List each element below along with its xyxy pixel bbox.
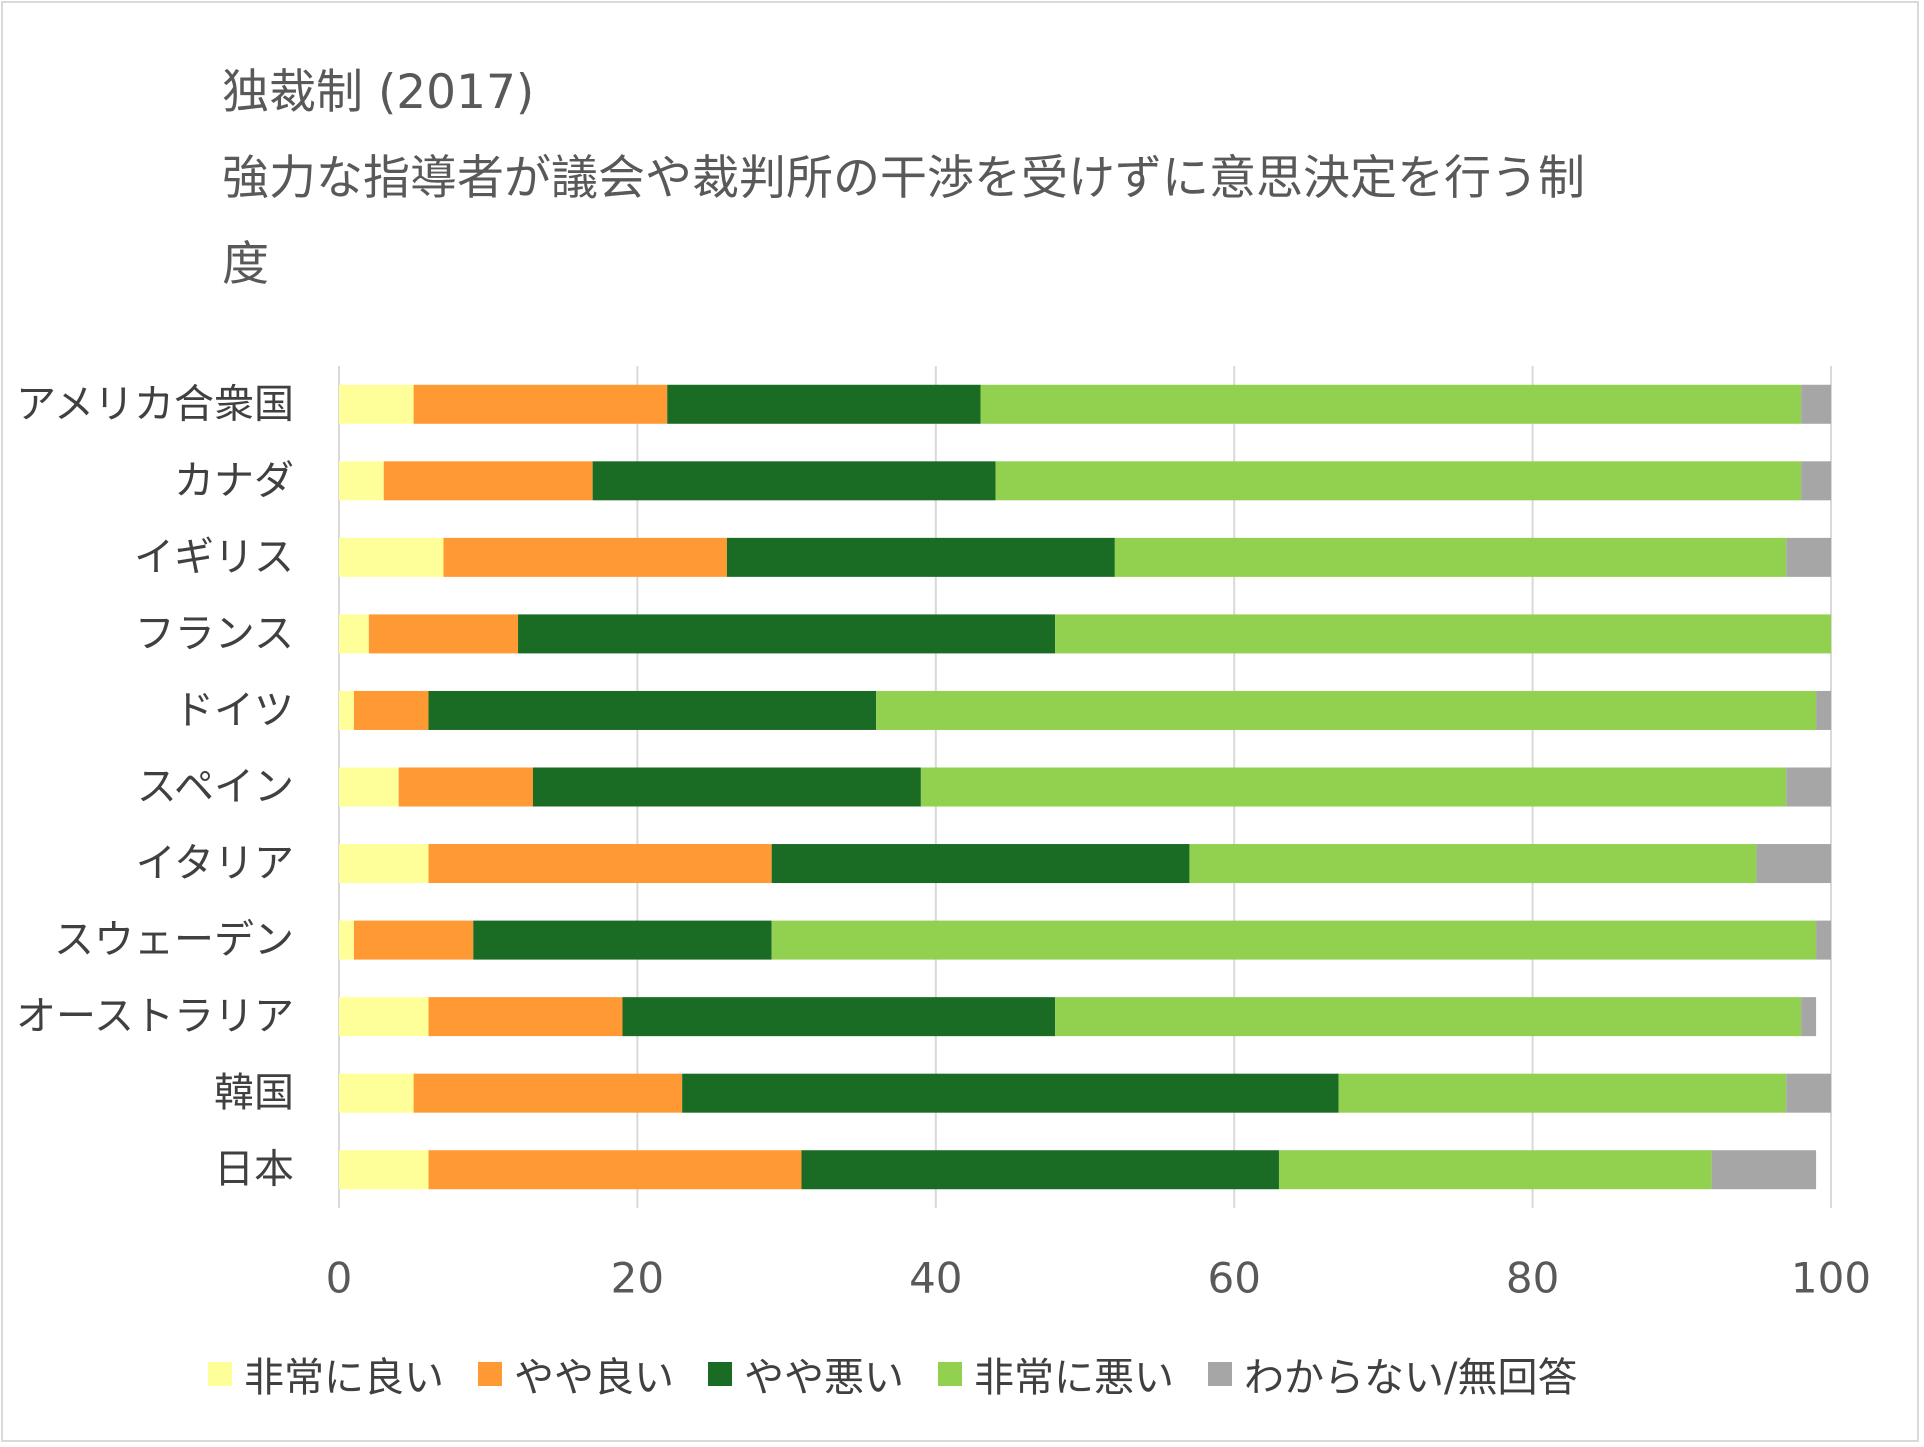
bar-1-9: [339, 997, 429, 1037]
chart-legend: 非常に良い やや良い やや悪い 非常に悪い わからない/無回答: [208, 1345, 1611, 1403]
bar-3-3: [726, 537, 1115, 577]
bar-4-11: [1278, 1150, 1712, 1190]
bar-5-7: [1756, 844, 1831, 884]
category-label-5: ドイツ: [174, 687, 294, 733]
bar-4-1: [980, 384, 1802, 424]
bar-2-10: [413, 1073, 683, 1113]
bar-1-8: [339, 920, 354, 960]
category-label-2: カナダ: [174, 458, 294, 504]
bar-1-1: [339, 384, 414, 424]
bar-1-5: [339, 690, 354, 730]
bar-3-5: [428, 690, 877, 730]
bar-2-8: [353, 920, 474, 960]
bar-3-2: [592, 461, 996, 501]
bar-1-3: [339, 537, 444, 577]
legend-item-2: やや良い: [478, 1345, 674, 1403]
bar-5-10: [1786, 1073, 1831, 1113]
bar-3-9: [622, 997, 1056, 1037]
x-tick-label-40: 40: [909, 1254, 962, 1303]
bar-5-6: [1786, 767, 1831, 807]
bar-5-5: [1816, 690, 1831, 730]
bar-2-2: [383, 461, 593, 501]
category-label-6: スペイン: [137, 764, 294, 810]
bar-3-11: [801, 1150, 1279, 1190]
bar-1-11: [339, 1150, 429, 1190]
bar-3-4: [518, 614, 1056, 654]
bar-2-5: [353, 690, 429, 730]
bar-1-10: [339, 1073, 414, 1113]
bar-3-6: [532, 767, 921, 807]
bar-2-4: [368, 614, 519, 654]
legend-item-4: 非常に悪い: [938, 1345, 1174, 1403]
legend-swatch-3: [708, 1362, 732, 1386]
bar-4-10: [1338, 1073, 1787, 1113]
bar-3-7: [771, 844, 1190, 884]
legend-label-1: 非常に良い: [244, 1355, 444, 1401]
x-tick-label-60: 60: [1207, 1254, 1260, 1303]
legend-label-2: やや良い: [514, 1355, 674, 1401]
x-tick-label-20: 20: [611, 1254, 664, 1303]
legend-label-4: 非常に悪い: [974, 1355, 1174, 1401]
category-label-9: オーストラリア: [16, 994, 294, 1040]
legend-swatch-1: [208, 1362, 232, 1386]
legend-swatch-5: [1208, 1362, 1232, 1386]
bar-2-1: [413, 384, 668, 424]
bar-5-8: [1816, 920, 1831, 960]
x-tick-label-80: 80: [1506, 1254, 1559, 1303]
bar-2-7: [428, 844, 772, 884]
legend-item-5: わからない/無回答: [1208, 1345, 1577, 1403]
bar-1-4: [339, 614, 369, 654]
bar-5-9: [1801, 997, 1817, 1037]
legend-label-3: やや悪い: [744, 1355, 904, 1401]
bar-4-8: [771, 920, 1817, 960]
category-label-10: 韓国: [214, 1070, 294, 1116]
x-tick-label-100: 100: [1791, 1254, 1871, 1303]
legend-swatch-4: [938, 1362, 962, 1386]
chart-title-block: 独裁制 (2017) 強力な指導者が議会や裁判所の干渉を受けずに意思決定を行う制…: [222, 50, 1585, 308]
category-label-4: フランス: [135, 611, 294, 657]
bar-5-2: [1801, 461, 1831, 501]
bar-4-2: [995, 461, 1802, 501]
bar-4-5: [876, 690, 1817, 730]
bar-3-10: [682, 1073, 1339, 1113]
chart-subtitle-line-1: 強力な指導者が議会や裁判所の干渉を受けずに意思決定を行う制: [222, 151, 1585, 206]
bar-2-9: [428, 997, 623, 1037]
bar-3-8: [473, 920, 772, 960]
bar-4-4: [1055, 614, 1831, 654]
bar-1-6: [339, 767, 399, 807]
bar-5-1: [1801, 384, 1831, 424]
legend-label-5: わからない/無回答: [1244, 1355, 1578, 1401]
category-label-1: アメリカ合衆国: [16, 381, 294, 427]
bar-4-3: [1114, 537, 1787, 577]
chart-subtitle-line-2: 度: [222, 237, 269, 292]
legend-swatch-2: [478, 1362, 502, 1386]
legend-item-3: やや悪い: [708, 1345, 904, 1403]
bar-4-7: [1189, 844, 1757, 884]
bar-5-11: [1711, 1150, 1817, 1190]
chart-title: 独裁制 (2017): [222, 65, 535, 120]
legend-item-1: 非常に良い: [208, 1345, 444, 1403]
category-label-11: 日本: [214, 1147, 294, 1193]
bar-1-7: [339, 844, 429, 884]
bar-3-1: [667, 384, 981, 424]
bar-4-6: [920, 767, 1787, 807]
bar-5-3: [1786, 537, 1831, 577]
bar-2-11: [428, 1150, 802, 1190]
bar-2-6: [398, 767, 533, 807]
bar-4-9: [1055, 997, 1802, 1037]
category-label-7: イタリア: [136, 841, 294, 887]
category-label-3: イギリス: [134, 534, 294, 580]
x-tick-label-0: 0: [326, 1254, 353, 1303]
bar-2-3: [443, 537, 727, 577]
bar-1-2: [339, 461, 384, 501]
category-label-8: スウェーデン: [54, 917, 294, 963]
